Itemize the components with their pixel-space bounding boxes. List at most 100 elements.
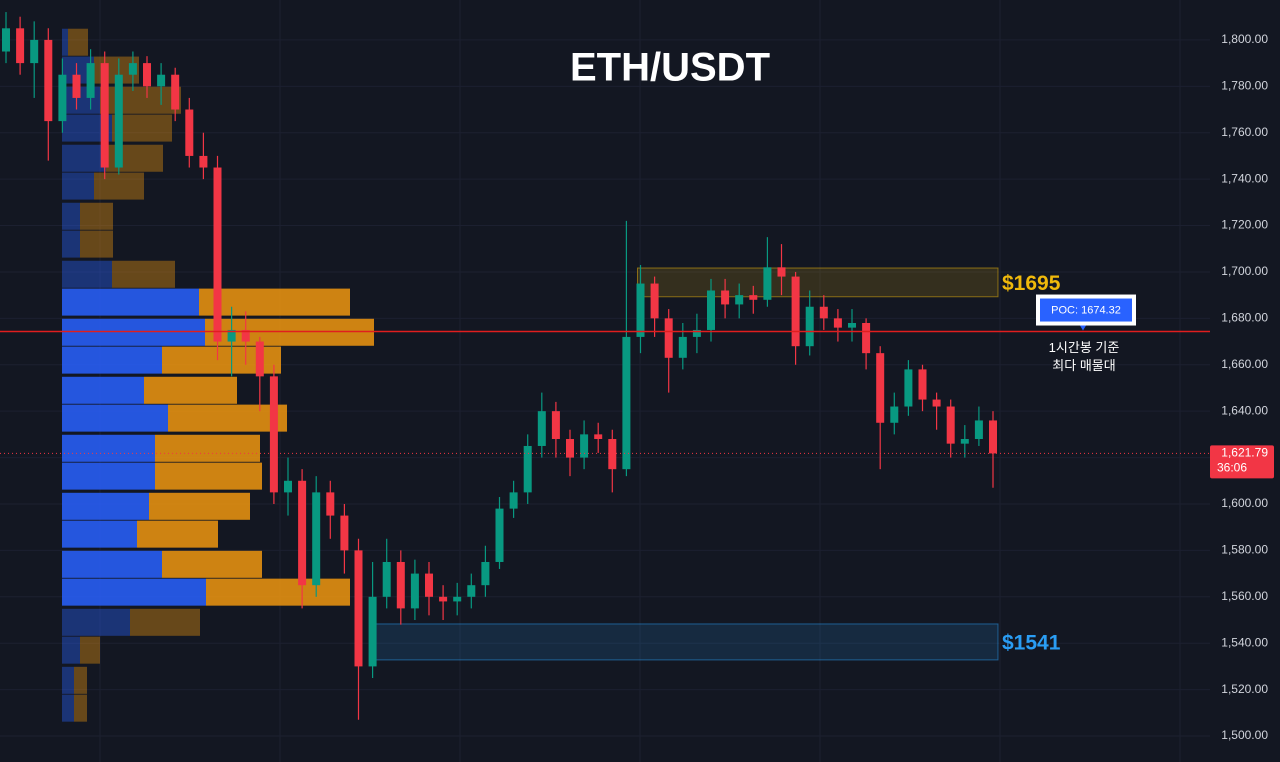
candle-body [100, 63, 109, 168]
candle-body [692, 329, 701, 337]
poc-pointer [1080, 325, 1086, 331]
y-tick-label: 1,660.00 [1221, 357, 1268, 371]
profile-up-bar [62, 694, 74, 722]
profile-down-bar [74, 666, 87, 694]
candle-body [989, 420, 997, 454]
profile-down-bar [100, 86, 181, 114]
zone-label: $1541 [1002, 631, 1061, 654]
candle-body [749, 295, 758, 300]
candle-body [904, 369, 913, 407]
candle-body [974, 420, 983, 440]
volume-profile [62, 28, 374, 722]
candle-body [946, 406, 955, 444]
y-tick-label: 1,760.00 [1221, 125, 1268, 139]
profile-down-bar [112, 260, 175, 288]
profile-up-bar [62, 666, 74, 694]
candle-body [241, 329, 250, 342]
candle-body [509, 492, 518, 509]
candle-body [876, 353, 885, 423]
y-tick-label: 1,720.00 [1221, 218, 1268, 232]
candle-body [664, 318, 673, 358]
candle-body [58, 74, 67, 122]
candle-body [312, 492, 321, 586]
candle-body [72, 74, 81, 98]
profile-up-bar [62, 550, 162, 578]
candle-body [805, 306, 814, 347]
poc-note: 최다 매물대 [1052, 358, 1115, 373]
candle-body [114, 74, 123, 168]
candle-body [707, 290, 715, 330]
candle-body [495, 508, 504, 562]
profile-up-bar [62, 376, 144, 404]
profile-down-bar [94, 172, 144, 200]
last-price-box [1210, 445, 1274, 479]
profile-up-bar [62, 144, 106, 172]
y-tick-label: 1,560.00 [1221, 589, 1268, 603]
profile-up-bar [62, 346, 162, 374]
candle-body [382, 561, 391, 597]
candle-body [650, 283, 659, 319]
candle-body [580, 434, 589, 458]
candle-body [284, 480, 292, 493]
candle-body [819, 306, 828, 319]
candle-body [128, 63, 137, 75]
profile-down-bar [162, 550, 262, 578]
profile-down-bar [130, 608, 200, 636]
profile-down-bar [168, 404, 287, 432]
profile-down-bar [144, 376, 237, 404]
profile-up-bar [62, 578, 206, 606]
candle-body [777, 267, 786, 277]
y-tick-label: 1,540.00 [1221, 635, 1268, 649]
y-tick-label: 1,600.00 [1221, 496, 1268, 510]
profile-up-bar [62, 492, 149, 520]
profile-down-bar [106, 144, 163, 172]
profile-down-bar [206, 578, 350, 606]
candle-body [396, 561, 405, 609]
profile-down-bar [80, 636, 100, 664]
candle-body [467, 585, 476, 597]
candle-body [269, 376, 278, 493]
poc-note: 1시간봉 기준 [1049, 340, 1120, 355]
candle-body [636, 283, 645, 337]
candle-body [918, 369, 927, 400]
candle-body [566, 439, 574, 458]
candle-body [763, 267, 772, 300]
candle-body [622, 336, 631, 470]
candle-body [960, 439, 969, 444]
candle-body [143, 63, 151, 87]
candle-body [354, 550, 363, 667]
candle-body [678, 336, 687, 358]
candle-body [199, 155, 208, 168]
candle-body [594, 434, 603, 440]
profile-down-bar [74, 694, 87, 722]
candle-body [171, 74, 180, 110]
profile-up-bar [62, 608, 130, 636]
profile-up-bar [62, 288, 199, 316]
y-tick-label: 1,580.00 [1221, 543, 1268, 557]
profile-down-bar [137, 520, 218, 548]
profile-down-bar [80, 230, 113, 258]
candle-body [16, 28, 25, 64]
candle-body [453, 596, 462, 602]
y-tick-label: 1,800.00 [1221, 32, 1268, 46]
profile-up-bar [62, 202, 80, 230]
candle-body [932, 399, 941, 407]
chart-title: ETH/USDT [570, 46, 770, 90]
countdown: 36:06 [1217, 461, 1247, 475]
candle-body [890, 406, 899, 423]
zone-box [637, 267, 999, 298]
y-tick-label: 1,500.00 [1221, 728, 1268, 742]
candle-body [608, 439, 617, 470]
profile-up-bar [62, 404, 168, 432]
candle-body [227, 329, 236, 342]
candle-body [848, 322, 856, 328]
zone-label: $1695 [1002, 272, 1061, 295]
profile-up-bar [62, 462, 155, 490]
candle-body [340, 515, 349, 551]
candle-body [410, 573, 419, 609]
y-tick-label: 1,740.00 [1221, 171, 1268, 185]
profile-up-bar [62, 260, 112, 288]
candle-body [523, 445, 532, 493]
candle-body [368, 596, 377, 667]
